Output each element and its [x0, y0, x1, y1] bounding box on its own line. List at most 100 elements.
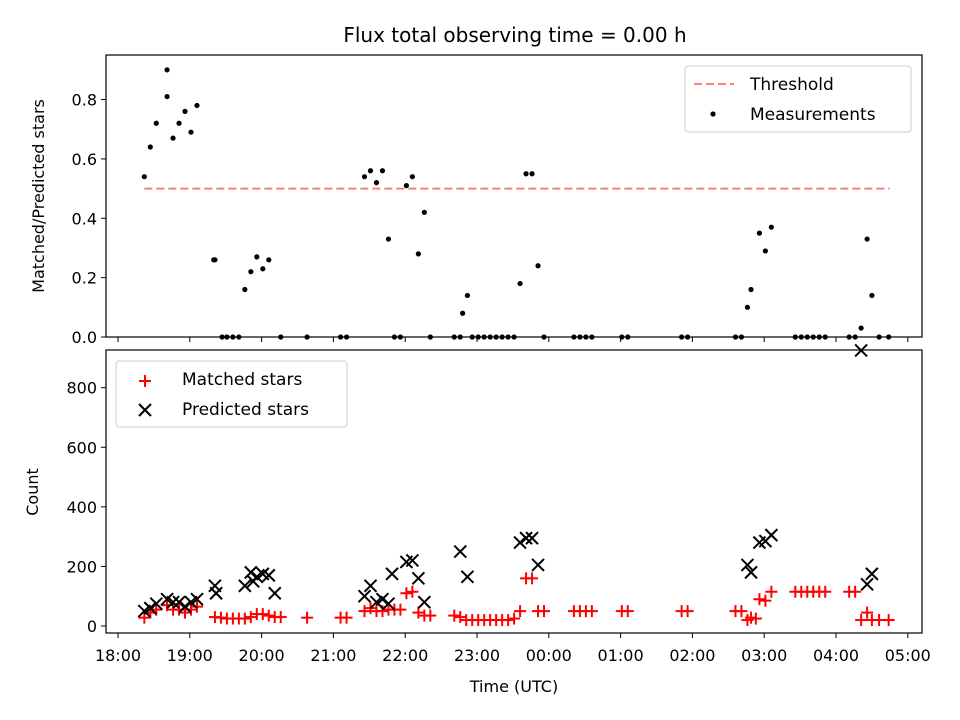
predicted-star-point — [460, 570, 475, 584]
predicted-star-point — [860, 577, 874, 592]
bottom-x-axis: 18:00 19:00 20:00 21:00 22:00 23:00 00:00 01:00… — [95, 633, 931, 665]
measurement-point — [147, 144, 153, 150]
matched-star-point — [358, 605, 371, 618]
matched-star-point — [340, 611, 353, 624]
predicted-star-point — [525, 531, 539, 545]
top-plot-frame — [105, 54, 923, 338]
measurement-point — [367, 168, 374, 174]
measurement-point — [254, 254, 260, 260]
matched-star-point — [749, 612, 762, 625]
matched-star-point — [256, 608, 269, 621]
matched-star-point — [190, 600, 203, 613]
measurement-point — [864, 236, 870, 242]
measurement-point — [869, 292, 875, 299]
matched-star-point — [855, 614, 868, 627]
bottom-y-tick-label: 0 — [87, 617, 97, 636]
matched-star-point — [412, 606, 425, 619]
matched-star-point — [759, 594, 772, 607]
matched-star-point — [448, 609, 461, 622]
measurement-point — [373, 180, 380, 186]
x-tick-label: 18:00 — [95, 646, 141, 665]
matched-star-point — [406, 585, 419, 598]
measurement-point — [415, 251, 421, 257]
bottom-y-tick-label: 200 — [66, 557, 97, 576]
measurement-point — [248, 269, 254, 275]
top-y-tick-label: 0.8 — [72, 91, 97, 110]
matched-star-point — [508, 612, 521, 625]
predicted-star-point — [149, 596, 164, 611]
top-legend: Threshold Measurements — [684, 65, 912, 133]
predicted-star-point — [411, 571, 426, 586]
top-x-tick-marks — [117, 337, 909, 342]
matched-star-point — [621, 605, 634, 618]
measurement-point — [523, 171, 529, 177]
measurement-point — [529, 171, 535, 177]
predicted-star-point — [519, 531, 533, 545]
chart-title: Flux total observing time = 0.00 h — [343, 23, 686, 47]
matched-star-point — [681, 605, 694, 618]
matched-star-point — [765, 585, 778, 598]
matched-star-point — [262, 609, 275, 622]
x-tick-label: 04:00 — [813, 646, 859, 665]
matched-star-point — [819, 585, 832, 598]
predicted-star-point — [172, 595, 186, 609]
top-y-tick-label: 0.2 — [72, 269, 97, 288]
legend-predicted-swatch — [138, 403, 152, 417]
predicted-star-point — [363, 579, 378, 593]
measurement-point — [141, 174, 147, 180]
matched-star-point — [502, 614, 515, 627]
bottom-chart-panel: 0 200 400 600 800 18:00 19:00 20:00 21:00 22:00 2… — [23, 343, 931, 696]
matched-star-point — [735, 605, 748, 618]
measurement-point — [464, 292, 471, 299]
x-tick-label: 19:00 — [167, 646, 213, 665]
predicted-star-point — [381, 596, 396, 611]
predicted-star-point — [453, 544, 467, 559]
x-tick-label: 03:00 — [741, 646, 787, 665]
matched-star-point — [454, 611, 467, 624]
matched-star-point — [514, 605, 527, 618]
measurement-point — [194, 102, 200, 109]
measurement-point — [164, 67, 170, 73]
predicted-star-point — [190, 592, 204, 606]
top-y-tick-label: 0.4 — [72, 209, 97, 228]
predicted-star-point — [865, 567, 879, 581]
top-legend-box — [684, 65, 912, 133]
legend-measurements-swatch — [710, 111, 716, 117]
measurement-point — [858, 325, 864, 331]
measurement-point — [535, 263, 541, 269]
matched-star-point — [585, 605, 598, 618]
matched-star-point — [244, 611, 257, 624]
measurement-point — [403, 183, 409, 189]
x-tick-label: 02:00 — [669, 646, 715, 665]
measurement-point — [188, 129, 194, 135]
predicted-star-point — [417, 595, 432, 609]
measurement-point — [517, 280, 523, 287]
top-y-tick-label: 0.0 — [72, 328, 97, 347]
predicted-star-point — [385, 567, 399, 581]
legend-matched-label: Matched stars — [182, 370, 302, 390]
matched-star-point — [849, 585, 862, 598]
measurement-point — [421, 209, 427, 215]
measurement-point — [762, 248, 768, 254]
measurement-point — [409, 174, 415, 180]
bottom-plot-frame — [105, 349, 923, 634]
matched-star-point — [274, 611, 287, 624]
predicted-star-point — [166, 595, 180, 609]
bottom-y-tick-label: 600 — [66, 438, 97, 457]
predicted-star-point — [375, 592, 390, 606]
predicted-star-point — [209, 586, 223, 600]
predicted-star-point — [744, 565, 758, 580]
measurement-point — [460, 310, 466, 316]
predicted-star-point — [244, 565, 258, 580]
bottom-y-axis: 0 200 400 600 800 — [66, 379, 106, 636]
x-tick-label: 22:00 — [382, 646, 428, 665]
measurement-point — [756, 230, 763, 236]
matched-star-point — [400, 587, 413, 600]
matched-star-point — [179, 606, 192, 619]
x-tick-label: 20:00 — [239, 646, 285, 665]
legend-measurements-label: Measurements — [750, 105, 876, 125]
measurement-point — [266, 257, 272, 263]
x-tick-label: 05:00 — [885, 646, 931, 665]
predicted-star-point — [262, 568, 276, 583]
